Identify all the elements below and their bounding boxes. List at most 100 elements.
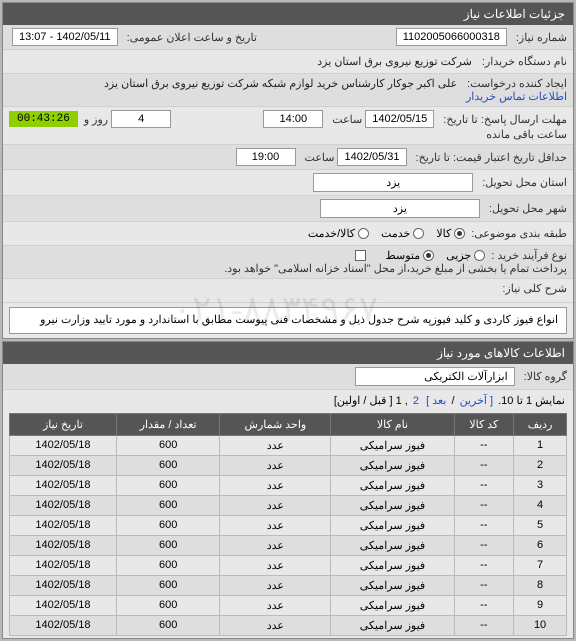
table-cell: 600 bbox=[116, 495, 219, 515]
deadline-hour: 14:00 bbox=[263, 110, 323, 128]
buyer-org-label: نام دستگاه خریدار: bbox=[482, 55, 567, 68]
table-cell: 1402/05/18 bbox=[10, 455, 117, 475]
delivery-city-value: یزد bbox=[320, 199, 480, 218]
table-cell: فیوز سرامیکی bbox=[331, 435, 454, 455]
table-cell: عدد bbox=[220, 475, 331, 495]
table-cell: -- bbox=[454, 535, 514, 555]
pager-next[interactable]: بعد ] bbox=[426, 395, 446, 407]
table-cell: 1402/05/18 bbox=[10, 615, 117, 635]
process-label: نوع فرآیند خرید : bbox=[491, 249, 567, 262]
table-cell: -- bbox=[454, 455, 514, 475]
price-validity-hour: 19:00 bbox=[236, 148, 296, 166]
deadline-label: مهلت ارسال پاسخ: تا تاریخ: bbox=[443, 113, 567, 126]
description-box: انواع فیوز کاردی و کلید فیوزپه شرح جدول … bbox=[9, 307, 567, 334]
requester-label: ایجاد کننده درخواست: bbox=[467, 77, 567, 90]
small-radio-label: جزیی bbox=[446, 249, 471, 262]
table-cell: 2 bbox=[514, 455, 567, 475]
table-cell: عدد bbox=[220, 555, 331, 575]
buyer-org-value: شرکت توزیع نیروی برق استان یزد bbox=[313, 55, 476, 68]
delivery-province-label: استان محل تحویل: bbox=[482, 176, 567, 189]
table-cell: 1402/05/18 bbox=[10, 575, 117, 595]
remaining-label: ساعت باقی مانده bbox=[486, 128, 567, 141]
delivery-province-value: یزد bbox=[313, 173, 473, 192]
table-cell: 600 bbox=[116, 555, 219, 575]
table-cell: 9 bbox=[514, 595, 567, 615]
table-cell: -- bbox=[454, 575, 514, 595]
delivery-city-label: شهر محل تحویل: bbox=[489, 202, 567, 215]
medium-radio[interactable]: متوسط bbox=[386, 249, 435, 262]
table-cell: 10 bbox=[514, 615, 567, 635]
table-row: 1--فیوز سرامیکیعدد6001402/05/18 bbox=[10, 435, 567, 455]
table-cell: 1402/05/18 bbox=[10, 555, 117, 575]
table-cell: عدد bbox=[220, 535, 331, 555]
radio-icon bbox=[358, 228, 369, 239]
table-cell: 8 bbox=[514, 575, 567, 595]
deadline-date: 1402/05/15 bbox=[365, 110, 434, 128]
process-radio-group: جزیی متوسط bbox=[386, 249, 486, 262]
table-cell: -- bbox=[454, 475, 514, 495]
table-cell: 3 bbox=[514, 475, 567, 495]
table-cell: عدد bbox=[220, 455, 331, 475]
subject-type-label: طبقه بندی موضوعی: bbox=[471, 227, 567, 240]
service-radio[interactable]: خدمت bbox=[381, 227, 424, 240]
both-radio[interactable]: کالا/خدمت bbox=[308, 227, 369, 240]
price-validity-label: حداقل تاریخ اعتبار قیمت: تا تاریخ: bbox=[416, 151, 567, 164]
medium-radio-label: متوسط bbox=[386, 249, 421, 262]
table-cell: فیوز سرامیکی bbox=[331, 475, 454, 495]
radio-icon bbox=[454, 228, 465, 239]
radio-icon bbox=[423, 250, 434, 261]
table-row: 7--فیوز سرامیکیعدد6001402/05/18 bbox=[10, 555, 567, 575]
table-header: کد کالا bbox=[454, 413, 514, 435]
info-panel-header: جزئیات اطلاعات نیاز bbox=[3, 3, 573, 25]
table-row: 9--فیوز سرامیکیعدد6001402/05/18 bbox=[10, 595, 567, 615]
payment-note: پرداخت تمام یا بخشی از مبلغ خرید،از محل … bbox=[224, 262, 567, 275]
goods-radio[interactable]: کالا bbox=[436, 227, 465, 240]
table-row: 3--فیوز سرامیکیعدد6001402/05/18 bbox=[10, 475, 567, 495]
table-cell: 600 bbox=[116, 515, 219, 535]
radio-icon bbox=[413, 228, 424, 239]
table-cell: 600 bbox=[116, 575, 219, 595]
treasury-checkbox[interactable] bbox=[355, 250, 366, 261]
goods-radio-label: کالا bbox=[436, 227, 451, 240]
subject-type-radio-group: کالا خدمت کالا/خدمت bbox=[308, 227, 465, 240]
info-panel: جزئیات اطلاعات نیاز شماره نیاز: 11020050… bbox=[2, 2, 574, 339]
table-cell: 600 bbox=[116, 615, 219, 635]
table-header: تاریخ نیاز bbox=[10, 413, 117, 435]
pager-last[interactable]: [ آخرین bbox=[460, 395, 493, 407]
small-radio[interactable]: جزیی bbox=[446, 249, 485, 262]
table-cell: فیوز سرامیکی bbox=[331, 535, 454, 555]
table-cell: -- bbox=[454, 615, 514, 635]
radio-icon bbox=[474, 250, 485, 261]
table-cell: عدد bbox=[220, 575, 331, 595]
announce-label: تاریخ و ساعت اعلان عمومی: bbox=[127, 31, 257, 44]
pager-page-2[interactable]: 2 bbox=[413, 395, 419, 407]
remaining-time: 00:43:26 bbox=[9, 111, 78, 127]
table-header: نام کالا bbox=[331, 413, 454, 435]
table-cell: -- bbox=[454, 515, 514, 535]
table-row: 10--فیوز سرامیکیعدد6001402/05/18 bbox=[10, 615, 567, 635]
table-cell: 1402/05/18 bbox=[10, 535, 117, 555]
table-header: تعداد / مقدار bbox=[116, 413, 219, 435]
table-cell: عدد bbox=[220, 595, 331, 615]
table-row: 2--فیوز سرامیکیعدد6001402/05/18 bbox=[10, 455, 567, 475]
description-label: شرح کلی نیاز: bbox=[502, 282, 567, 295]
group-value: ابزارآلات الکتریکی bbox=[355, 367, 515, 386]
buyer-contact-link[interactable]: اطلاعات تماس خریدار bbox=[466, 90, 567, 103]
hour-label-1: ساعت bbox=[332, 113, 362, 126]
items-panel: اطلاعات کالاهای مورد نیاز گروه کالا: ابز… bbox=[2, 341, 574, 639]
table-cell: 1402/05/18 bbox=[10, 595, 117, 615]
table-cell: 1402/05/18 bbox=[10, 475, 117, 495]
pager-first-prev: [ قبل / اولین] bbox=[334, 395, 393, 407]
need-number-value: 1102005066000318 bbox=[396, 28, 507, 46]
table-cell: عدد bbox=[220, 435, 331, 455]
table-cell: 4 bbox=[514, 495, 567, 515]
pager-text: نمایش 1 تا 10. bbox=[498, 395, 565, 407]
table-cell: -- bbox=[454, 435, 514, 455]
table-row: 8--فیوز سرامیکیعدد6001402/05/18 bbox=[10, 575, 567, 595]
need-number-label: شماره نیاز: bbox=[516, 31, 567, 44]
table-cell: فیوز سرامیکی bbox=[331, 515, 454, 535]
announce-value: 1402/05/11 - 13:07 bbox=[12, 28, 118, 46]
pager: نمایش 1 تا 10. [ آخرین / بعد ] 2 , 1 [ ق… bbox=[3, 390, 573, 411]
table-cell: فیوز سرامیکی bbox=[331, 595, 454, 615]
table-cell: -- bbox=[454, 495, 514, 515]
